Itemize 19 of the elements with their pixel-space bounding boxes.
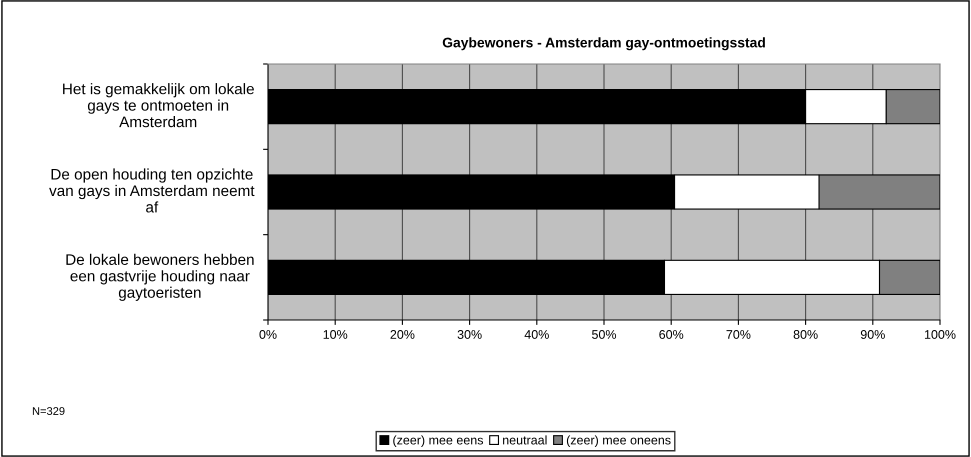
legend-label: (zeer) mee oneens <box>566 435 671 447</box>
legend-label: (zeer) mee eens <box>393 435 484 447</box>
text: N=329 <box>32 407 65 415</box>
x-tick-label: 70% <box>726 330 750 339</box>
chart-title: Gaybewoners - Amsterdam gay-ontmoetingsstad <box>442 37 765 50</box>
x-tick-label: 0% <box>259 330 277 339</box>
x-tick-label: 50% <box>592 330 616 339</box>
x-tick-label: 30% <box>458 330 482 339</box>
x-tick-label: 20% <box>390 330 414 339</box>
x-tick-label: 90% <box>860 330 885 339</box>
y-tick-label: De open houding ten opzichte van gays in Amsterdam neemt af <box>49 168 254 213</box>
x-tick-label: 10% <box>324 330 348 339</box>
x-tick-label: 40% <box>524 330 549 339</box>
y-tick-label: De lokale bewoners hebben een gastvrije houding naar gaytoeristen <box>66 254 254 301</box>
x-tick-label: 100% <box>924 330 956 339</box>
legend-label: neutraal <box>503 435 547 445</box>
x-tick-label: 60% <box>659 330 684 339</box>
y-tick-label: Het is gemakkelijk om lokale gays te ontmoeten in Amsterdam <box>63 83 254 128</box>
x-tick-label: 80% <box>794 330 818 339</box>
